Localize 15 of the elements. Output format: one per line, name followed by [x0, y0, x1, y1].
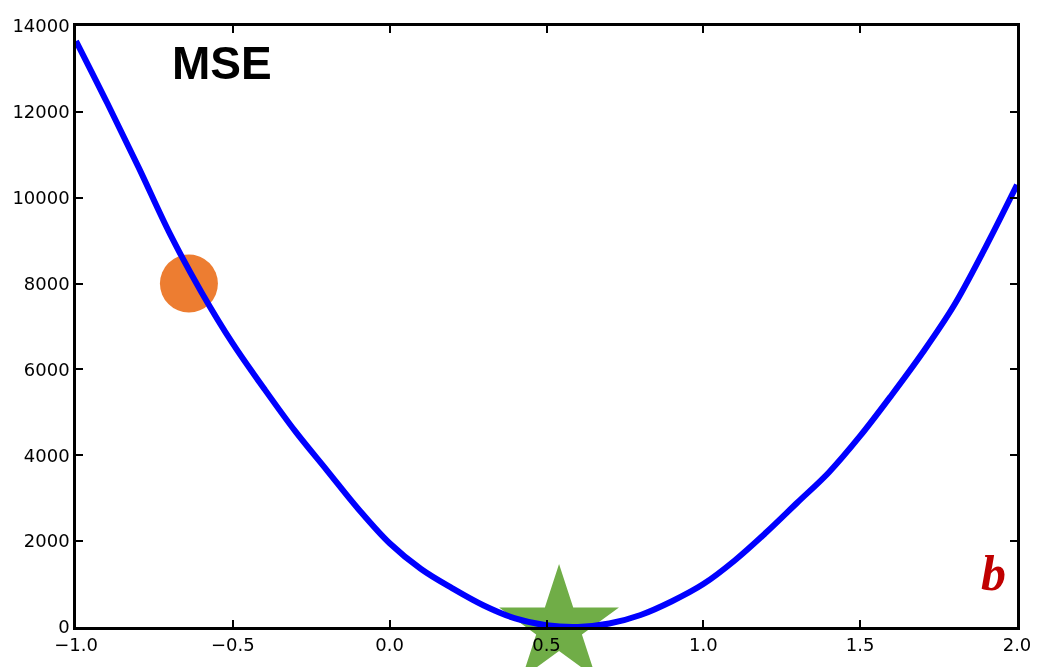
x-tick-label: 0.0: [375, 634, 404, 656]
y-tick-label: 14000: [12, 15, 70, 37]
x-tick-label: 0.5: [532, 634, 561, 656]
x-tick-label: 1.5: [845, 634, 875, 656]
x-tick-label: 2.0: [1002, 634, 1032, 656]
y-tick-label: 2000: [23, 530, 70, 552]
y-tick-label: 10000: [12, 187, 70, 209]
x-tick-label: 1.0: [689, 634, 718, 656]
annotation: b: [981, 545, 1006, 601]
y-tick-label: 12000: [12, 101, 70, 123]
x-tick-label: −0.5: [210, 634, 255, 656]
y-tick-label: 6000: [23, 358, 70, 380]
annotation: MSE: [172, 37, 272, 89]
y-tick-label: 4000: [23, 444, 70, 466]
y-tick-label: 8000: [23, 272, 70, 294]
